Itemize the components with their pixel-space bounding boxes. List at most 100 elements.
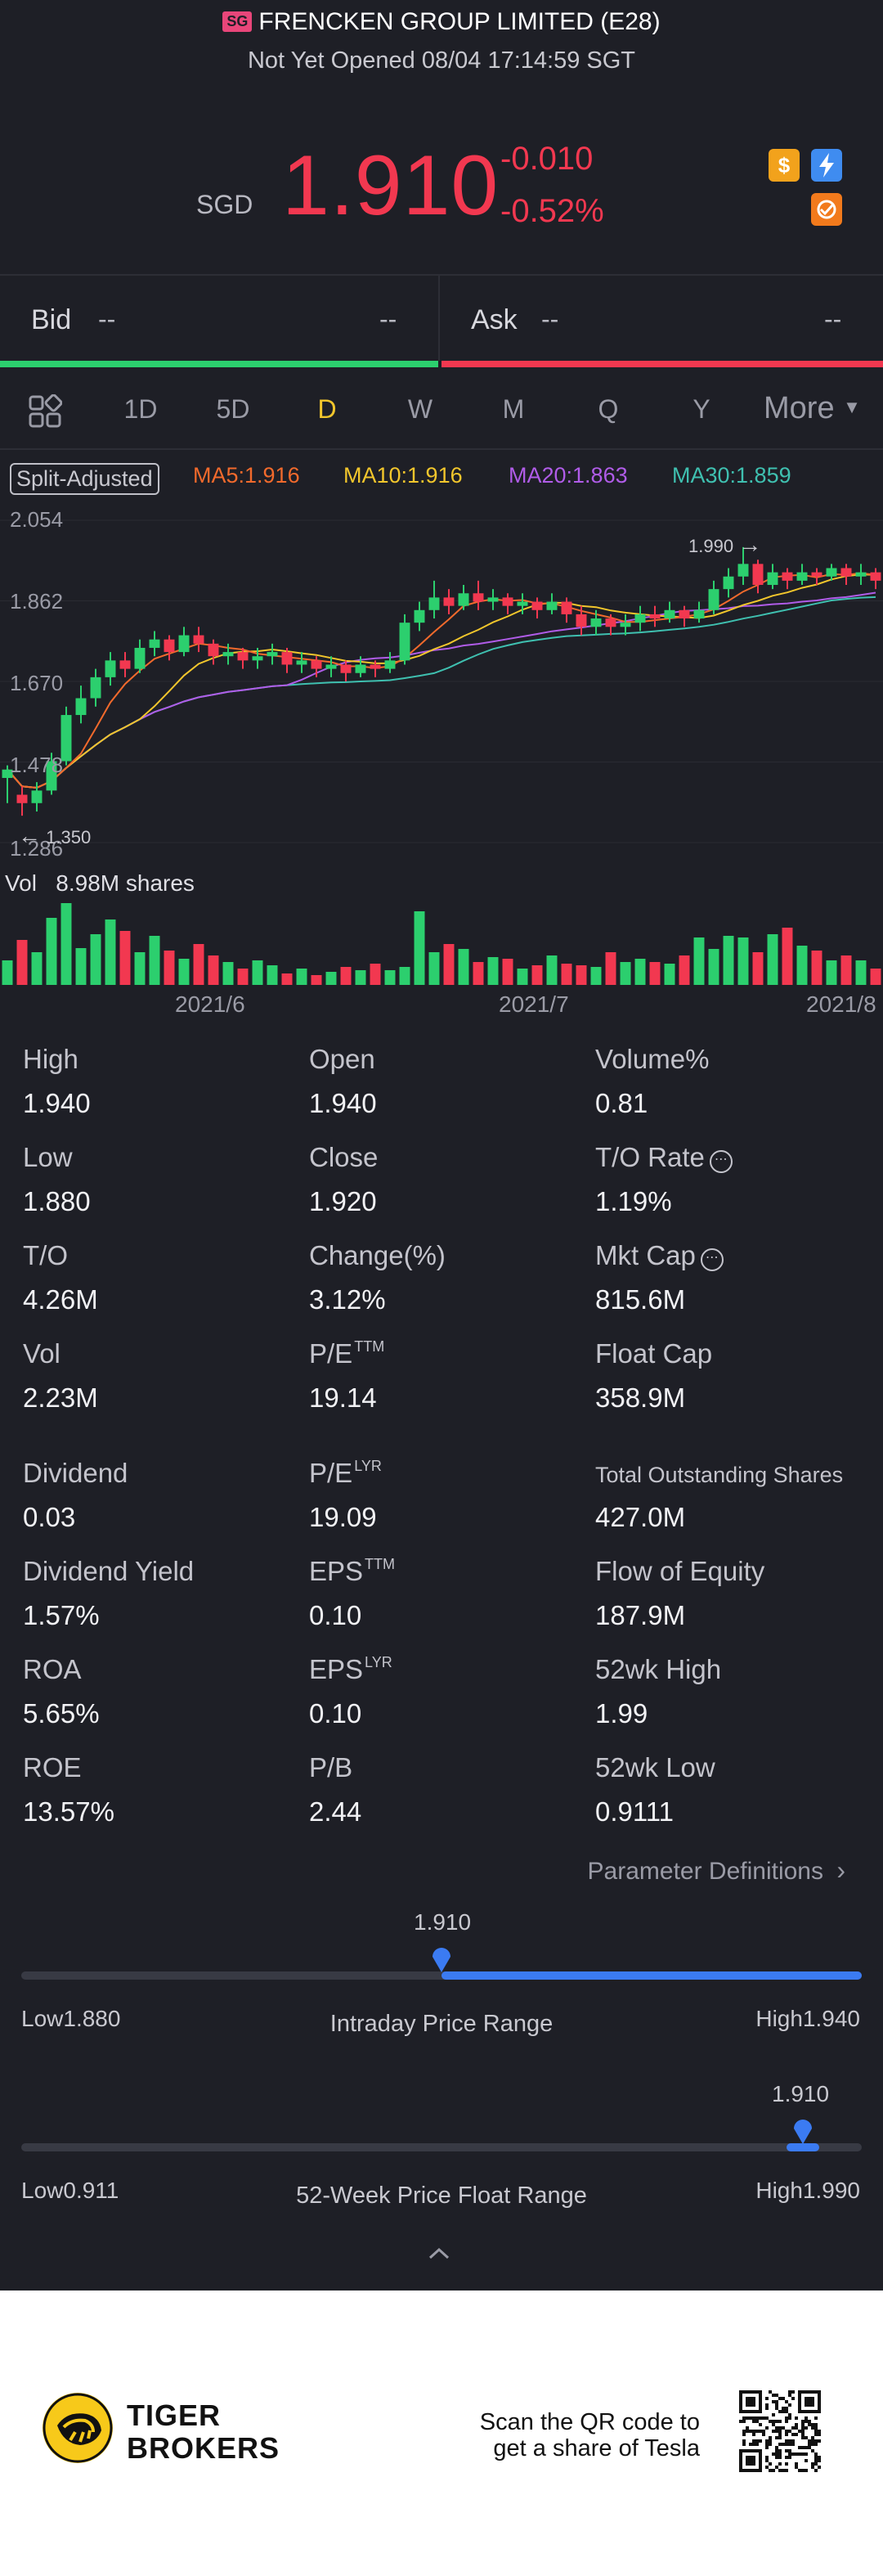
qr-module <box>782 2443 785 2446</box>
stat-value: 1.99 <box>595 1698 648 1729</box>
grid-layout-icon[interactable] <box>28 393 63 429</box>
qr-module <box>769 2420 772 2423</box>
more-tab[interactable]: More ▼ <box>764 391 861 426</box>
qr-module <box>782 2407 785 2410</box>
candle-body <box>134 647 146 669</box>
volume-bar <box>370 964 381 985</box>
more-label: More <box>764 391 835 425</box>
qr-module <box>818 2433 821 2436</box>
volume-bar <box>649 962 661 985</box>
qr-module <box>778 2433 782 2436</box>
volume-bar <box>487 957 499 985</box>
qr-module <box>785 2407 788 2410</box>
stat-value: 13.57% <box>23 1796 114 1827</box>
volume-bar <box>620 962 631 985</box>
split-adjusted-toggle[interactable]: Split-Adjusted <box>10 463 159 495</box>
candle-body <box>252 656 263 661</box>
qr-module <box>805 2446 808 2449</box>
qr-module <box>775 2407 778 2410</box>
y-tick: 1.670 <box>10 671 64 695</box>
volume-bar <box>399 967 410 985</box>
info-circle-icon[interactable]: ⋯ <box>700 1248 724 1271</box>
intraday-current-price: 1.910 <box>414 1909 472 1935</box>
volume-bar <box>590 967 602 985</box>
qr-module <box>762 2416 765 2420</box>
candle-body <box>811 572 822 577</box>
candle-body <box>222 652 234 657</box>
volume-bar <box>458 949 469 985</box>
candle-body <box>870 572 881 581</box>
candle-body <box>708 589 719 610</box>
volume-bar <box>75 948 87 985</box>
week52-high: High1.990 <box>755 2178 860 2203</box>
qr-module <box>811 2426 814 2430</box>
candle-body <box>384 660 396 669</box>
ask-size: -- <box>824 304 842 334</box>
collapse-chevron-icon[interactable] <box>425 2241 453 2269</box>
qr-module <box>769 2439 772 2443</box>
volume-bar <box>737 937 749 985</box>
stat-label-superscript: LYR <box>354 1458 382 1474</box>
qr-module <box>746 2426 749 2430</box>
qr-module <box>749 2416 752 2420</box>
qr-module <box>785 2462 788 2466</box>
stat-label: P/B <box>309 1752 352 1783</box>
stock-name: FRENCKEN GROUP LIMITED (E28) <box>258 8 661 35</box>
qr-module <box>791 2439 795 2443</box>
volume-bar <box>502 959 513 985</box>
tab-d[interactable]: D <box>317 394 337 424</box>
info-circle-icon[interactable]: ⋯ <box>709 1150 733 1173</box>
qr-module <box>765 2416 769 2420</box>
tab-1d[interactable]: 1D <box>123 394 158 424</box>
volume-bar <box>576 965 587 985</box>
qr-module <box>798 2390 821 2394</box>
candle-body <box>208 643 219 657</box>
qr-module <box>795 2423 798 2426</box>
candle-body <box>782 572 793 581</box>
qr-module <box>791 2426 795 2430</box>
qr-code-icon[interactable] <box>739 2390 821 2472</box>
dark-panel <box>0 0 883 2291</box>
stat-value: 1.920 <box>309 1186 377 1216</box>
ask-bar <box>441 361 883 367</box>
volume-bar <box>193 944 204 985</box>
tab-q[interactable]: Q <box>598 394 619 424</box>
candle-body <box>546 601 558 610</box>
qr-module <box>752 2443 755 2446</box>
stat-label-text: Mkt Cap <box>595 1240 696 1270</box>
candle-body <box>325 664 337 669</box>
divider <box>0 274 883 276</box>
volume-bar <box>149 936 160 985</box>
stat-label: Flow of Equity <box>595 1556 764 1587</box>
share-icon[interactable] <box>811 193 842 226</box>
qr-module <box>798 2430 801 2433</box>
tab-w[interactable]: W <box>407 394 433 424</box>
stat-label[interactable]: Mkt Cap ⋯ <box>595 1240 724 1271</box>
candle-body <box>46 761 57 791</box>
stat-value: 0.03 <box>23 1502 76 1532</box>
candle-body <box>105 660 116 677</box>
max-price-value: 1.990 <box>688 536 734 556</box>
qr-module <box>788 2439 791 2443</box>
qr-module <box>765 2443 769 2446</box>
tab-m[interactable]: M <box>502 394 525 424</box>
intraday-range-title: Intraday Price Range <box>329 2011 554 2037</box>
volume-chart[interactable] <box>0 900 883 987</box>
stat-label-superscript: TTM <box>354 1338 385 1355</box>
volume-bar <box>2 960 13 985</box>
flash-trade-icon[interactable] <box>811 149 842 182</box>
tab-y[interactable]: Y <box>693 394 710 424</box>
candlestick-chart[interactable] <box>0 501 883 861</box>
qr-module <box>818 2456 821 2459</box>
qr-module <box>791 2433 795 2436</box>
bid-bar <box>0 361 438 367</box>
tab-5d[interactable]: 5D <box>216 394 250 424</box>
volume-bar <box>473 962 484 985</box>
ma10-legend: MA10:1.916 <box>343 463 463 488</box>
candle-body <box>664 609 675 619</box>
stat-label[interactable]: T/O Rate ⋯ <box>595 1142 733 1173</box>
parameter-definitions-link[interactable]: Parameter Definitions › <box>588 1855 845 1886</box>
qr-module <box>782 2410 785 2413</box>
stat-label: Change(%) <box>309 1240 446 1271</box>
dollar-icon[interactable]: $ <box>769 149 800 182</box>
